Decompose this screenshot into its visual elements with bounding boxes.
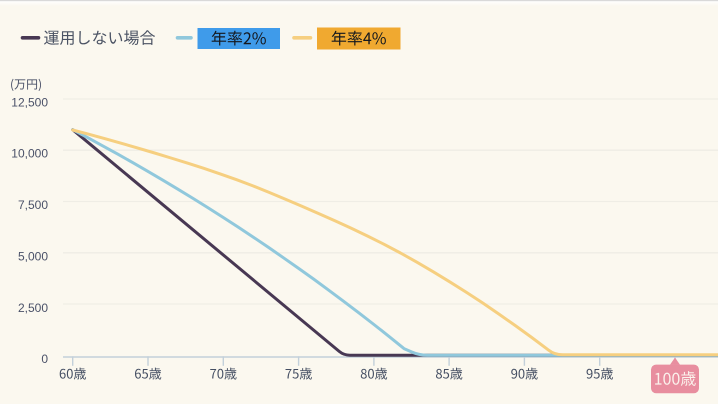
svg-text:5,000: 5,000 [18,249,48,263]
svg-text:2,500: 2,500 [18,301,48,315]
svg-text:0: 0 [41,352,48,366]
svg-text:12,500: 12,500 [11,95,48,109]
svg-text:7,500: 7,500 [18,198,48,212]
svg-text:10,000: 10,000 [11,147,48,161]
